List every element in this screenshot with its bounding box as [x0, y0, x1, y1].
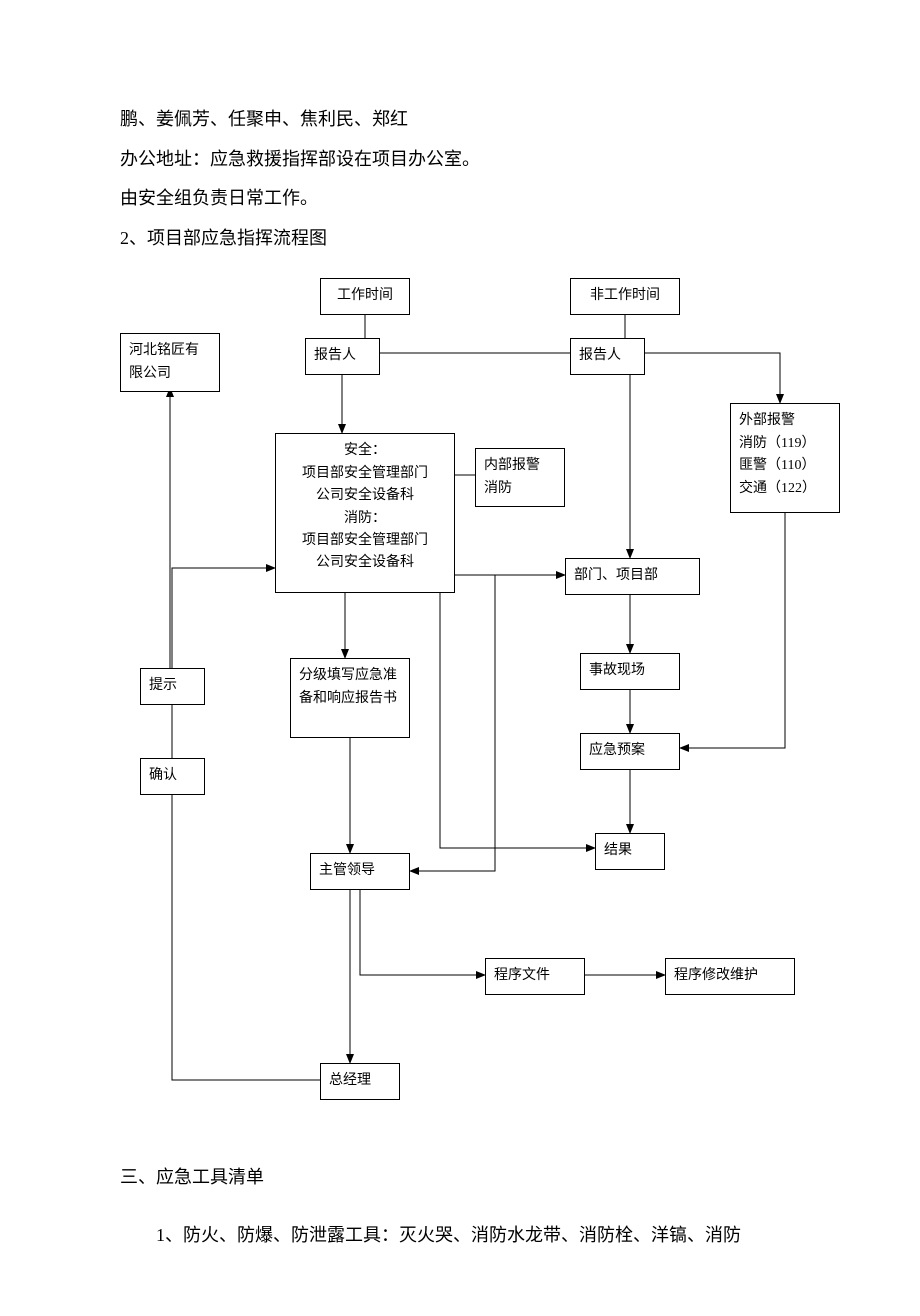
- node-tip: 提示: [140, 668, 205, 704]
- node-supervisor: 主管领导: [310, 853, 410, 889]
- node-report_form: 分级填写应急准备和响应报告书: [290, 658, 410, 738]
- node-reporter2: 报告人: [570, 338, 645, 374]
- edge-supervisor-doc_down: [360, 888, 485, 975]
- edge-gm-confirm_loop: [172, 790, 320, 1080]
- node-confirm: 确认: [140, 758, 205, 794]
- node-result: 结果: [595, 833, 665, 869]
- edge-dept_h_to_supervisor-supervisor_r: [410, 575, 495, 871]
- node-scene: 事故现场: [580, 653, 680, 689]
- edge-tip-safety_up: [172, 568, 275, 668]
- text-line-3: 由安全组负责日常工作。: [120, 179, 800, 219]
- flowchart-container: 工作时间 非工作时间河北铭匠有限公司 报告人 报告人外部报警消防（119）匪警（110…: [120, 278, 840, 1138]
- node-doc: 程序文件: [485, 958, 585, 994]
- node-nonwork_time: 非工作时间: [570, 278, 680, 314]
- node-external_alarm: 外部报警消防（119）匪警（110）交通（122）: [730, 403, 840, 513]
- text-line-5: 1、防火、防爆、防泄露工具：灭火哭、消防水龙带、消防栓、洋镐、消防: [120, 1216, 800, 1256]
- text-line-2: 办公地址：应急救援指挥部设在项目办公室。: [120, 140, 800, 180]
- node-safety_block: 安全：项目部安全管理部门公司安全设备科消防：项目部安全管理部门公司安全设备科: [275, 433, 455, 593]
- section-3-title: 三、应急工具清单: [120, 1158, 800, 1198]
- text-line-4: 2、项目部应急指挥流程图: [120, 219, 800, 259]
- edge-safety_block-result_v: [440, 593, 595, 848]
- node-gm: 总经理: [320, 1063, 400, 1099]
- node-work_time: 工作时间: [320, 278, 410, 314]
- text-line-1: 鹏、姜佩芳、任聚申、焦利民、郑红: [120, 100, 800, 140]
- node-company: 河北铭匠有限公司: [120, 333, 220, 392]
- node-doc_maintain: 程序修改维护: [665, 958, 795, 994]
- node-reporter1: 报告人: [305, 338, 380, 374]
- node-dept_project: 部门、项目部: [565, 558, 700, 594]
- edge-reporter2-external_alarm: [645, 353, 780, 403]
- node-internal_alarm: 内部报警消防: [475, 448, 565, 507]
- edge-external_alarm-plan: [680, 513, 785, 748]
- node-plan: 应急预案: [580, 733, 680, 769]
